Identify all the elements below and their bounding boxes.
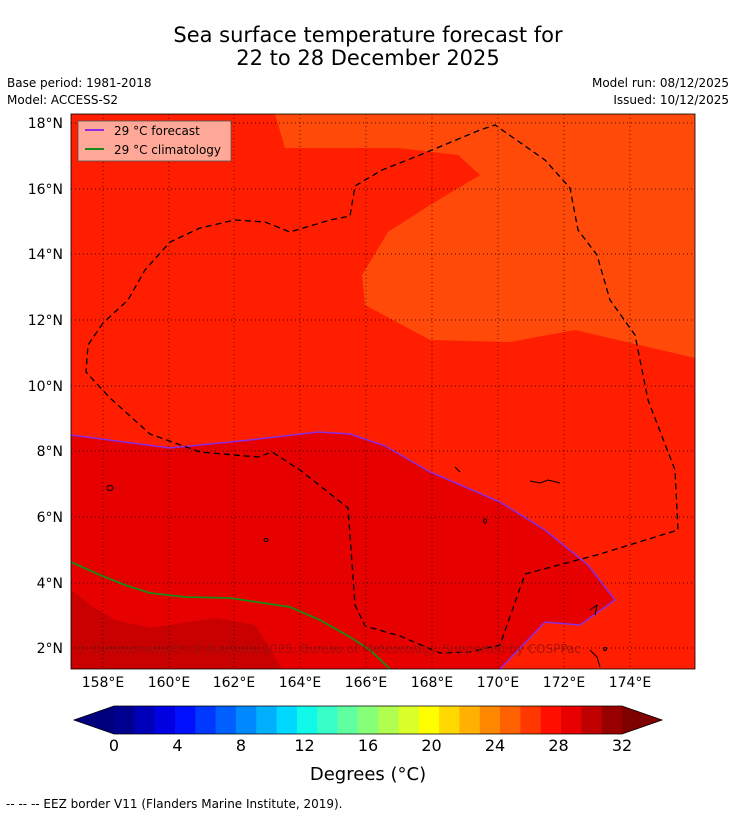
- region-red: [71, 432, 615, 669]
- colorbar-tick-label: 12: [294, 736, 314, 755]
- copyright-notice: © Commonwealth of Australia 2025, Bureau…: [76, 642, 581, 656]
- colorbar-segment: [439, 706, 460, 734]
- colorbar-under-arrow: [74, 706, 114, 734]
- colorbar-segment: [540, 706, 562, 734]
- colorbar-segment: [418, 706, 440, 734]
- colorbar-tick-label: 24: [485, 736, 505, 755]
- issued-date: Issued: 10/12/2025: [613, 93, 729, 107]
- colorbar-segment: [134, 706, 156, 734]
- title-line-2: 22 to 28 December 2025: [236, 46, 500, 70]
- lon-label: 168°E: [411, 675, 454, 691]
- climatology-29c-contour: [71, 561, 391, 669]
- colorbar-tick-label: 28: [548, 736, 568, 755]
- lat-label: 14°N: [28, 247, 63, 263]
- colorbar-segment: [398, 706, 420, 734]
- base-period: Base period: 1981-2018: [7, 76, 152, 90]
- colorbar-segment: [337, 706, 359, 734]
- lat-label: 16°N: [28, 182, 63, 198]
- colorbar-segment: [561, 706, 582, 734]
- colorbar-title: Degrees (°C): [309, 764, 427, 785]
- colorbar-tick-label: 8: [236, 736, 246, 755]
- eez-footnote: -- -- -- EEZ border V11 (Flanders Marine…: [6, 797, 343, 811]
- region-dark-red: [71, 590, 282, 669]
- colorbar-segment: [520, 706, 542, 734]
- colorbar-segment: [317, 706, 339, 734]
- forecast-29c-contour: [71, 431, 617, 669]
- lat-label: 8°N: [37, 444, 63, 460]
- lon-label: 172°E: [543, 675, 586, 691]
- title-line-1: Sea surface temperature forecast for: [173, 23, 563, 47]
- colorbar-segment: [459, 706, 481, 734]
- lon-label: 162°E: [213, 675, 256, 691]
- colorbar-segment: [378, 706, 399, 734]
- map-legend: 29 °C forecast 29 °C climatology: [77, 120, 232, 162]
- colorbar-segment: [215, 706, 237, 734]
- lat-axis: 18°N 16°N 14°N 12°N 10°N 8°N 6°N 4°N 2°N: [28, 116, 63, 657]
- islands: [106, 466, 607, 668]
- colorbar-tick-label: 4: [172, 736, 182, 755]
- lon-label: 160°E: [148, 675, 191, 691]
- colorbar-segment: [235, 706, 257, 734]
- lon-label: 170°E: [477, 675, 520, 691]
- lat-label: 12°N: [28, 313, 63, 329]
- colorbar-tick-label: 16: [358, 736, 378, 755]
- colorbar-over-arrow: [622, 706, 662, 734]
- colorbar-segment: [276, 706, 298, 734]
- model-run: Model run: 08/12/2025: [591, 76, 729, 90]
- lon-label: 164°E: [279, 675, 322, 691]
- lat-label: 6°N: [37, 510, 63, 526]
- graticule: [71, 114, 695, 669]
- colorbar-segment: [195, 706, 217, 734]
- colorbar-tick-label: 20: [421, 736, 441, 755]
- lon-label: 174°E: [609, 675, 652, 691]
- colorbar-segment: [256, 706, 278, 734]
- colorbar-segment: [479, 706, 501, 734]
- lat-label: 10°N: [28, 379, 63, 395]
- colorbar-segment: [296, 706, 318, 734]
- lon-label: 158°E: [82, 675, 125, 691]
- colorbar-segment: [174, 706, 196, 734]
- forecast-map: 18°N 16°N 14°N 12°N 10°N 8°N 6°N 4°N 2°N…: [28, 113, 696, 755]
- colorbar-segment: [114, 706, 135, 734]
- colorbar-tick-label: 32: [612, 736, 632, 755]
- lat-label: 2°N: [37, 641, 63, 657]
- colorbar-tick-label: 0: [109, 736, 119, 755]
- legend-climatology-label: 29 °C climatology: [114, 143, 221, 157]
- colorbar-segment: [357, 706, 379, 734]
- colorbar-segment: [500, 706, 521, 734]
- region-warm-orange: [275, 114, 695, 358]
- colorbar: 0 4 8 12 16 20 24 28 32: [72, 705, 664, 755]
- legend-forecast-label: 29 °C forecast: [114, 124, 200, 138]
- lon-label: 166°E: [345, 675, 388, 691]
- lat-label: 18°N: [28, 116, 63, 132]
- colorbar-segment: [601, 706, 623, 734]
- eez-border: [85, 124, 679, 654]
- lon-axis: 158°E 160°E 162°E 164°E 166°E 168°E 170°…: [82, 675, 652, 691]
- colorbar-segment: [581, 706, 603, 734]
- lat-label: 4°N: [37, 576, 63, 592]
- model-name: Model: ACCESS-S2: [7, 93, 119, 107]
- colorbar-segment: [154, 706, 176, 734]
